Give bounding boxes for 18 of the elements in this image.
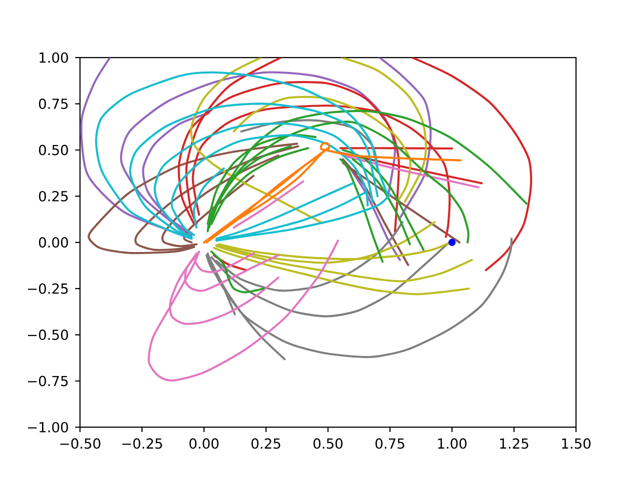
x-tick-label: 1.00: [438, 438, 466, 449]
x-tick-label: −0.50: [60, 438, 100, 449]
x-tick-label: 1.50: [562, 438, 591, 449]
x-tick-label: 0.00: [190, 438, 218, 449]
x-tick-label: 0.75: [376, 438, 404, 449]
y-tick-label: −1.00: [28, 422, 68, 432]
x-tick-label: 0.25: [252, 438, 280, 449]
y-tick-label: 1.00: [40, 52, 68, 63]
y-tick-label: −0.25: [28, 283, 68, 294]
y-tick-label: −0.50: [28, 330, 68, 340]
y-tick-label: −0.75: [28, 376, 68, 386]
y-tick-label: 0.25: [38, 190, 68, 202]
x-tick-label: 0.50: [314, 438, 342, 449]
x-tick-label: 1.25: [500, 438, 528, 449]
y-tick-label: 0.75: [38, 98, 68, 110]
y-tick-label: 0.50: [38, 144, 68, 156]
y-tick-label: 0.00: [38, 237, 68, 248]
x-tick-label: −0.25: [122, 438, 162, 449]
